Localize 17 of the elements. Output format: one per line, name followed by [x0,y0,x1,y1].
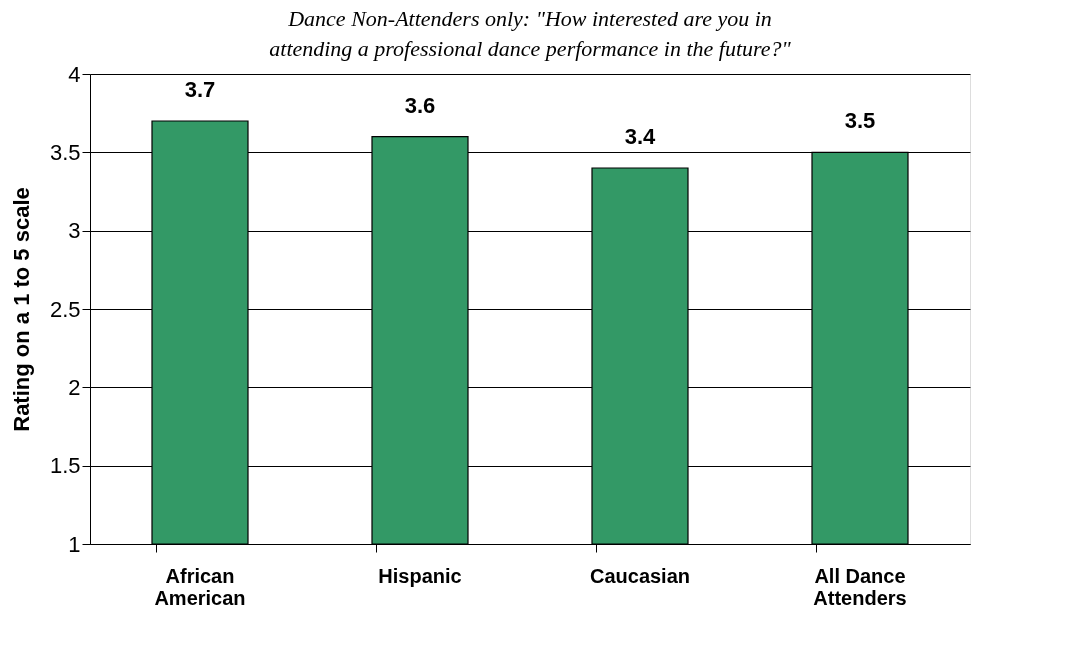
y-axis-title: Rating on a 1 to 5 scale [8,187,34,432]
chart-title: Dance Non-Attenders only: "How interested are you in attending a professional dance performance in the future?" [269,6,792,61]
y-tick-label: 3.5 [49,139,81,165]
x-tick-label: African American [154,564,246,609]
y-tick-label: 2 [68,374,81,400]
x-tick-label: Hispanic [378,564,462,587]
data-label: 3.5 [844,108,876,134]
data-label: 3.7 [184,77,216,102]
x-tick-label: All Dance Attenders [813,564,907,609]
data-label: 3.6 [404,92,436,118]
y-tick-label: 1.5 [49,453,81,479]
data-label: 3.4 [624,124,657,149]
y-tick-label: 3 [68,218,81,244]
y-tick-label: 1 [68,531,81,557]
y-tick-label: 4 [68,61,81,87]
x-tick-label: Caucasian [589,564,691,587]
y-tick-label: 2.5 [49,296,81,322]
